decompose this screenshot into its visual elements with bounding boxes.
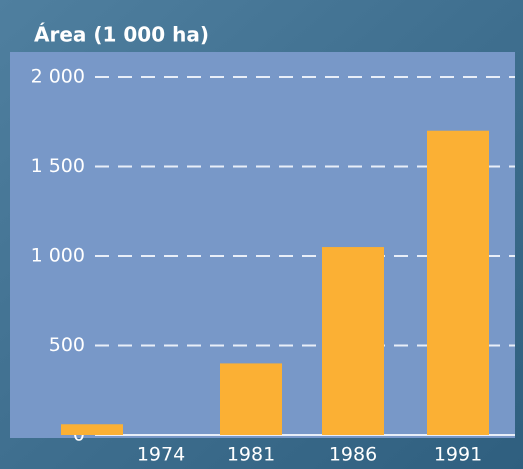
chart-title: Área (1 000 ha) — [34, 23, 209, 47]
x-tick-label: 1981 — [227, 444, 275, 466]
x-tick-label: 1991 — [434, 444, 482, 466]
bar — [220, 363, 282, 435]
bar — [322, 247, 384, 435]
x-tick-label: 1986 — [329, 444, 377, 466]
y-tick-label: 500 — [49, 334, 85, 356]
bar — [61, 424, 123, 435]
y-tick-label: 1 500 — [31, 155, 85, 177]
y-tick-label: 1 000 — [31, 245, 85, 267]
x-tick-label: 1974 — [137, 444, 185, 466]
bar — [427, 130, 489, 435]
y-tick-label: 2 000 — [31, 66, 85, 88]
